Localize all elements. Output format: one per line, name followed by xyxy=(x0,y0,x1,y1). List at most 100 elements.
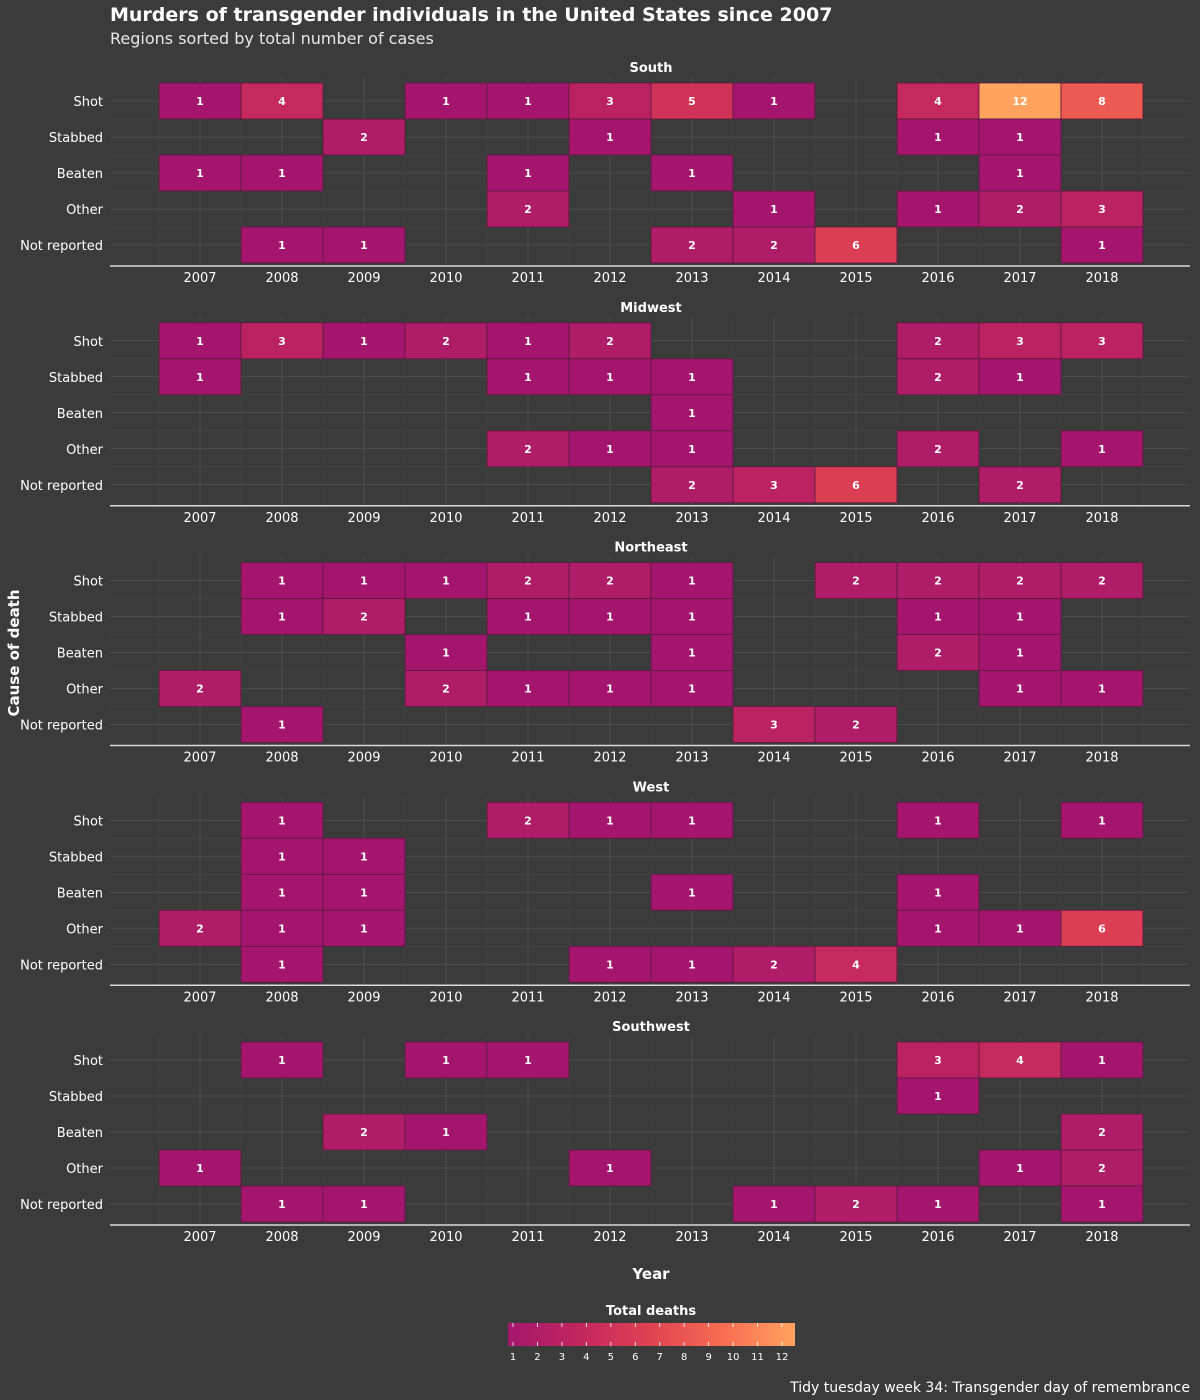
x-tick-label: 2007 xyxy=(183,271,216,286)
heatmap-cell xyxy=(896,801,980,839)
heatmap-cell xyxy=(650,394,734,432)
cell-value-label: 1 xyxy=(688,683,696,696)
x-tick-label: 2015 xyxy=(839,751,872,766)
heatmap-cell xyxy=(486,190,570,228)
panel-southwest: Southwest Shot Stabbed Beaten Other Not repor… xyxy=(20,1020,1190,1245)
heatmap-cell xyxy=(650,358,734,396)
legend-tick-label: 3 xyxy=(559,1352,565,1363)
x-tick-label: 2013 xyxy=(675,751,708,766)
x-tick-label: 2012 xyxy=(593,1230,626,1245)
cell-value-label: 2 xyxy=(1016,203,1024,216)
cell-value-label: 1 xyxy=(278,575,286,588)
y-tick-label: Other xyxy=(66,203,104,218)
legend-tick-label: 5 xyxy=(608,1352,614,1363)
heatmap-cell xyxy=(322,1113,406,1151)
heatmap-cell xyxy=(1060,801,1144,839)
cell-value-label: 1 xyxy=(934,1198,942,1211)
heatmap-cell xyxy=(978,634,1062,671)
x-tick-label: 2008 xyxy=(265,511,298,526)
cell-value-label: 1 xyxy=(360,922,368,935)
legend-tick-label: 6 xyxy=(632,1352,638,1363)
heatmap-cell xyxy=(240,945,324,983)
x-tick-label: 2017 xyxy=(1003,1230,1036,1245)
x-tick-label: 2013 xyxy=(675,990,708,1005)
heatmap-cell xyxy=(322,837,406,875)
cell-value-label: 2 xyxy=(606,335,614,348)
cell-value-label: 3 xyxy=(1098,203,1106,216)
y-tick-label: Stabbed xyxy=(49,850,103,865)
cell-value-label: 2 xyxy=(524,203,532,216)
cell-value-label: 1 xyxy=(606,443,614,456)
heatmap-cell xyxy=(978,598,1062,635)
cell-value-label: 1 xyxy=(934,814,942,827)
cell-value-label: 1 xyxy=(688,575,696,588)
x-tick-label: 2007 xyxy=(183,1230,216,1245)
cell-value-label: 1 xyxy=(360,335,368,348)
x-tick-label: 2009 xyxy=(347,511,380,526)
x-tick-label: 2016 xyxy=(921,511,954,526)
x-tick-label: 2011 xyxy=(511,511,544,526)
cell-value-label: 3 xyxy=(606,95,614,108)
legend-ticks: 1 2 3 4 5 6 7 8 9 10 11 12 xyxy=(510,1323,788,1363)
panel-title: Southwest xyxy=(612,1020,690,1035)
cell-value-label: 2 xyxy=(360,131,368,144)
cell-value-label: 1 xyxy=(524,1054,532,1067)
y-tick-label: Stabbed xyxy=(49,1090,103,1105)
y-tick-label: Beaten xyxy=(57,1126,103,1141)
heatmap-cell xyxy=(1060,430,1144,468)
heatmap-cell xyxy=(896,190,980,228)
x-tick-label: 2018 xyxy=(1085,751,1118,766)
x-tick-label: 2010 xyxy=(429,511,462,526)
heatmap-cell xyxy=(404,1113,488,1151)
x-axis-label: Year xyxy=(631,1265,670,1283)
cell-value-label: 4 xyxy=(934,95,942,108)
cell-value-label: 1 xyxy=(1016,611,1024,624)
heatmap-cell xyxy=(158,358,242,396)
heatmap-cell xyxy=(814,945,898,983)
heatmap-cell xyxy=(404,634,488,671)
cell-value-label: 1 xyxy=(688,371,696,384)
cell-value-label: 1 xyxy=(1098,239,1106,252)
heatmap-cell xyxy=(568,322,652,360)
cell-value-label: 1 xyxy=(196,167,204,180)
x-tick-label: 2010 xyxy=(429,1230,462,1245)
y-tick-label: Shot xyxy=(73,1054,103,1069)
y-tick-label: Other xyxy=(66,922,104,937)
cell-value-label: 3 xyxy=(1098,335,1106,348)
heatmap-cell xyxy=(568,1149,652,1187)
legend-title: Total deaths xyxy=(606,1304,696,1319)
heatmap-cell xyxy=(486,801,570,839)
y-tick-label: Stabbed xyxy=(49,611,103,626)
chart-subtitle: Regions sorted by total number of cases xyxy=(110,29,434,48)
heatmap-cell xyxy=(732,190,816,228)
heatmap-cell xyxy=(896,634,980,671)
cell-value-label: 2 xyxy=(688,239,696,252)
cell-value-label: 6 xyxy=(852,239,860,252)
x-tick-label: 2017 xyxy=(1003,751,1036,766)
y-tick-label: Not reported xyxy=(20,239,103,254)
heatmap-cell xyxy=(158,322,242,360)
cell-value-label: 1 xyxy=(606,131,614,144)
cell-value-label: 1 xyxy=(934,131,942,144)
cell-value-label: 1 xyxy=(934,1090,942,1103)
heatmap-cell xyxy=(978,322,1062,360)
heatmap-cell xyxy=(650,634,734,671)
heatmap-cell xyxy=(1060,1185,1144,1223)
cell-value-label: 1 xyxy=(934,611,942,624)
cell-value-label: 1 xyxy=(278,1198,286,1211)
cell-value-label: 3 xyxy=(770,479,778,492)
cell-value-label: 1 xyxy=(606,1162,614,1175)
cell-value-label: 1 xyxy=(688,647,696,660)
cell-value-label: 1 xyxy=(606,814,614,827)
heatmap-cell xyxy=(404,562,488,599)
cell-value-label: 1 xyxy=(934,203,942,216)
heatmap-cell xyxy=(896,598,980,635)
heatmap-cell xyxy=(650,154,734,192)
cell-value-label: 1 xyxy=(442,95,450,108)
heatmap-cell xyxy=(486,1041,570,1079)
x-tick-label: 2011 xyxy=(511,271,544,286)
cell-value-label: 1 xyxy=(688,958,696,971)
cell-value-label: 1 xyxy=(524,371,532,384)
legend-tick-label: 4 xyxy=(583,1352,589,1363)
y-tick-label: Not reported xyxy=(20,479,103,494)
